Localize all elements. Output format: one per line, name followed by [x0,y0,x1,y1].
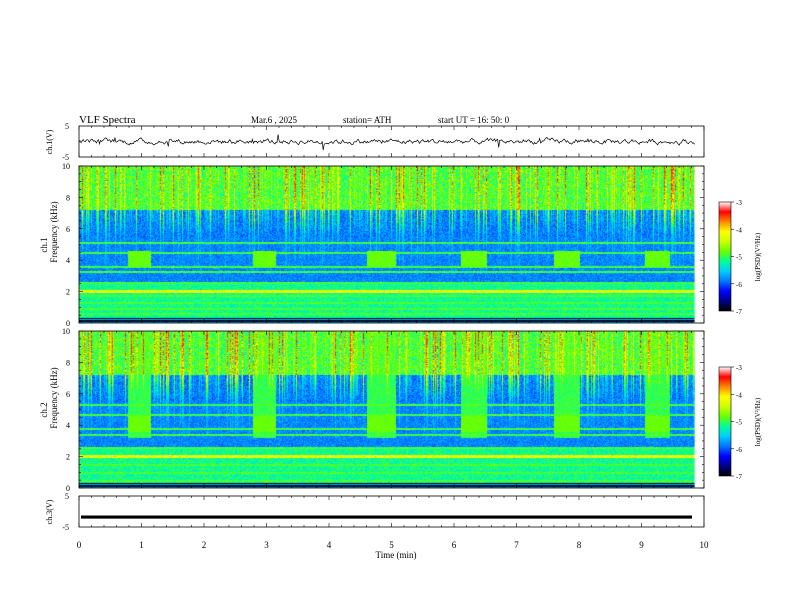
y-tick-label: 2 [66,453,70,462]
ch3-ylabel: ch.3(V) [45,499,54,524]
x-tick-label: 10 [700,540,710,550]
ch1-frame [78,125,705,158]
y-tick-label: 0 [66,319,70,328]
ch1-spectrogram [79,166,704,323]
colorbar-tick-label: -7 [736,308,742,316]
colorbar-tick-label: -5 [736,419,742,427]
colorbar-tick-label: -5 [736,254,742,262]
colorbar-tick-label: -7 [736,473,742,481]
ch1-spec-yticks: 0 2 4 6 8 10 [62,162,704,328]
ch3-frame [78,495,705,528]
colorbar-tick-label: -3 [736,199,742,207]
ch1-waveform [78,134,695,151]
x-axis-tick-labels: 0 1 2 3 4 5 6 7 8 9 10 [77,540,709,550]
colorbar-tick-label: -4 [736,391,742,399]
x-tick-label: 9 [639,540,644,550]
y-tick-label: 8 [66,193,70,202]
start-time-label: start UT = 16: 50: 0 [438,115,510,125]
y-tick-label: 4 [66,421,70,430]
ch2-spec-yticks: 0 2 4 6 8 10 [62,327,704,493]
x-tick-label: 8 [577,540,582,550]
station-label: station= ATH [343,115,392,125]
header: VLF Spectra Mar.6 , 2025 station= ATH st… [79,114,510,126]
ch2-spectrogram-panel: 0 2 4 6 8 10 ch.2 Frequency (kHz) [39,327,705,493]
ch1-colorbar-label: log(PSD)(V²/Hz) [754,232,762,281]
y-tick-label: 4 [66,256,70,265]
x-tick-label: 1 [139,540,144,550]
ch1-spec-ylabel-frequency: Frequency (kHz) [49,201,59,262]
ch1-panel: 5 -5 ch.1(V) [45,122,705,162]
colorbar-tick-label: -4 [736,226,742,234]
colorbar-tick-label: -6 [736,281,742,289]
x-tick-label: 4 [327,540,332,550]
colorbar-tick-label: -6 [736,446,742,454]
ch1-ytick-bottom: -5 [62,153,69,162]
x-tick-label: 5 [389,540,394,550]
y-tick-label: 0 [66,484,70,493]
ch3-xticks [78,496,705,527]
y-tick-label: 10 [62,162,70,171]
ch2-spec-xticks [78,331,705,488]
ch1-spec-xticks [78,166,705,323]
ch2-colorbar-ticks: -3 -4 -5 -6 -7 [731,364,742,481]
ch2-colorbar-gradient [719,367,731,476]
ch1-colorbar-ticks: -3 -4 -5 -6 -7 [731,199,742,316]
ch1-xticks [78,126,705,157]
ch2-colorbar-label: log(PSD)(V²/Hz) [754,397,762,446]
ch3-ytick-bottom: -5 [62,523,69,532]
x-tick-label: 7 [514,540,519,550]
ch2-colorbar: -3 -4 -5 -6 -7 log(PSD)(V²/Hz) [718,364,762,481]
ch1-ylabel: ch.1(V) [45,129,54,154]
ch2-spec-ylabel-channel: ch.2 [39,402,49,417]
ch2-spectrogram [79,331,704,488]
ch1-ytick-top: 5 [65,122,69,131]
x-tick-label: 6 [452,540,457,550]
y-tick-label: 6 [66,225,70,234]
y-tick-label: 8 [66,358,70,367]
x-tick-label: 2 [202,540,207,550]
y-tick-label: 6 [66,390,70,399]
x-tick-label: 0 [77,540,82,550]
x-tick-label: 3 [264,540,269,550]
y-tick-label: 2 [66,288,70,297]
ch1-colorbar: -3 -4 -5 -6 -7 log(PSD)(V²/Hz) [718,199,762,316]
figure-title: VLF Spectra [79,114,136,126]
ch3-panel: 5 -5 ch.3(V) [45,492,705,532]
ch3-ytick-top: 5 [65,492,69,501]
ch2-spec-ylabel-frequency: Frequency (kHz) [49,367,59,428]
x-axis-label: Time (min) [376,550,417,560]
ch1-spectrogram-panel: 0 2 4 6 8 10 ch.1 Frequency (kHz) [39,162,705,328]
ch1-spec-ylabel-channel: ch.1 [39,237,49,252]
date-label: Mar.6 , 2025 [251,115,297,125]
ch1-colorbar-gradient [719,202,731,311]
y-tick-label: 10 [62,327,70,336]
colorbar-tick-label: -3 [736,364,742,372]
